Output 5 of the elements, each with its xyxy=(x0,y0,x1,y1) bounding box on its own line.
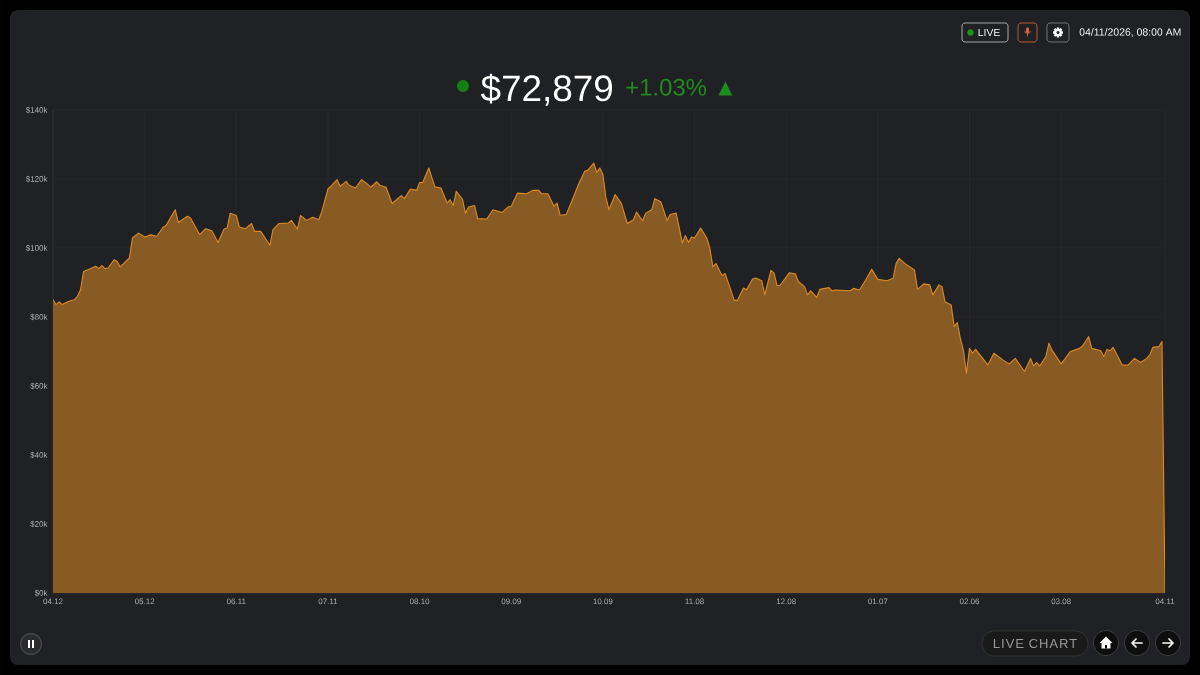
text: LIVE xyxy=(978,28,1000,37)
text: 04/11/2026, 08:00 AM xyxy=(1079,28,1181,37)
chart-subtitle: +1.03% ▲ xyxy=(626,78,733,96)
text: LIVE CHART xyxy=(993,638,1077,649)
chart-title: $72,879 xyxy=(480,73,613,106)
